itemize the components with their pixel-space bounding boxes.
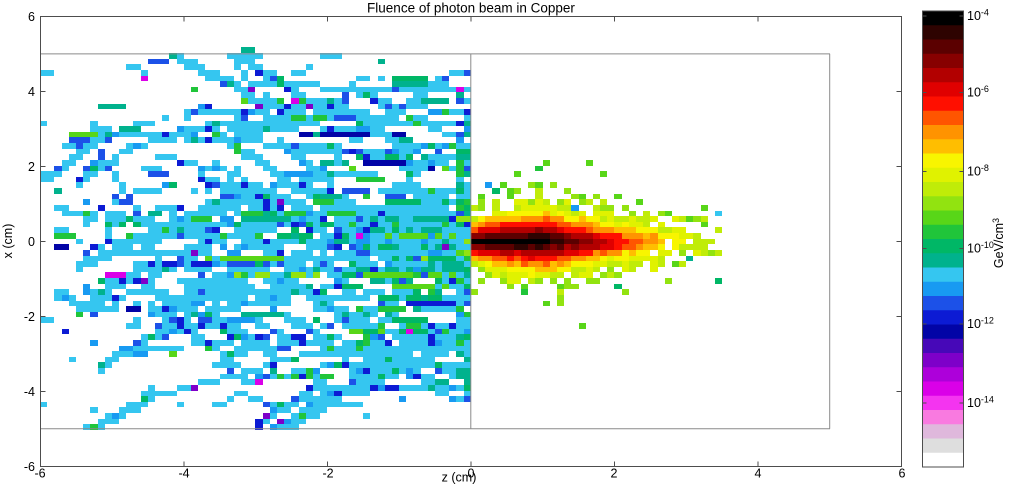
- svg-text:x (cm): x (cm): [1, 224, 15, 259]
- svg-text:-4: -4: [24, 385, 35, 399]
- svg-text:0: 0: [468, 467, 475, 481]
- svg-text:4: 4: [755, 467, 762, 481]
- svg-text:6: 6: [899, 467, 906, 481]
- svg-text:-6: -6: [24, 460, 35, 474]
- svg-text:6: 6: [28, 10, 35, 24]
- svg-text:0: 0: [28, 235, 35, 249]
- svg-text:z (cm): z (cm): [442, 471, 477, 485]
- svg-text:-6: -6: [34, 467, 45, 481]
- svg-text:Fluence of photon beam in Copp: Fluence of photon beam in Copper: [367, 1, 575, 16]
- svg-text:GeV/cm3: GeV/cm3: [991, 218, 1006, 268]
- svg-text:4: 4: [28, 85, 35, 99]
- svg-text:-2: -2: [24, 310, 35, 324]
- svg-text:-2: -2: [322, 467, 333, 481]
- svg-text:-4: -4: [178, 467, 189, 481]
- svg-text:2: 2: [611, 467, 618, 481]
- svg-text:2: 2: [28, 160, 35, 174]
